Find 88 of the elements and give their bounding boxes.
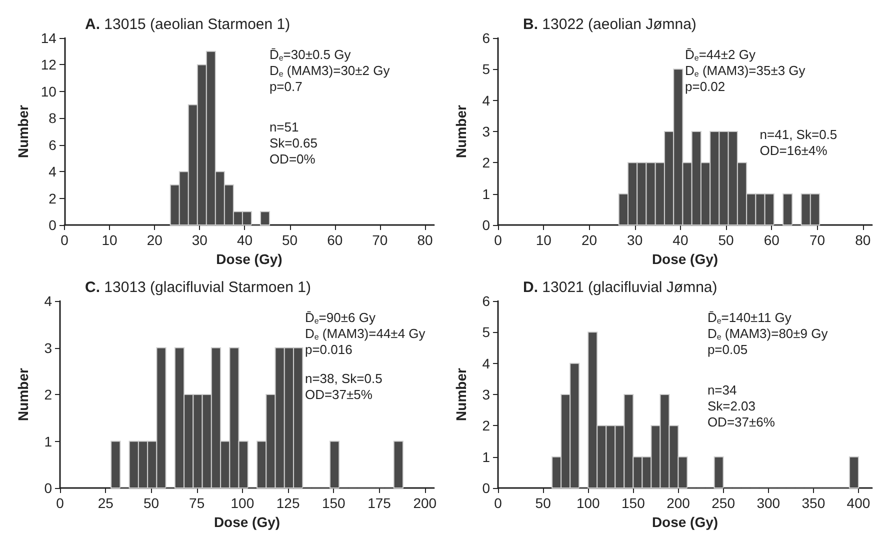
y-tick-label: 8 <box>48 110 57 126</box>
x-axis-title: Dose (Gy) <box>216 250 282 267</box>
y-tick-label: 12 <box>40 56 57 73</box>
x-tick-label: 40 <box>672 232 688 248</box>
y-tick-label: 0 <box>48 217 57 233</box>
y-tick-label: 2 <box>482 154 490 171</box>
x-tick-label: 20 <box>581 232 598 248</box>
annotation: OD=0% <box>269 151 316 166</box>
x-tick-label: 150 <box>322 495 346 511</box>
x-tick-label: 250 <box>712 495 736 511</box>
y-tick-label: 0 <box>482 480 490 496</box>
x-tick-label: 350 <box>802 495 826 511</box>
x-tick-label: 200 <box>413 495 437 511</box>
annotation: OD=37±5% <box>304 387 373 402</box>
x-axis-title: Dose (Gy) <box>652 514 718 530</box>
chart-title: B. 13022 (aeolian Jømna) <box>523 16 696 33</box>
annotation: Sk=0.65 <box>269 135 318 150</box>
y-tick-label: 14 <box>40 30 57 46</box>
y-tick-label: 3 <box>44 340 52 356</box>
y-tick-label: 0 <box>482 217 490 233</box>
chart-title: C. 13013 (glacifluvial Starmoen 1) <box>85 279 311 296</box>
annotation: n=34 <box>707 382 737 398</box>
x-tick-label: 60 <box>327 232 343 248</box>
x-tick-label: 0 <box>494 232 502 248</box>
x-tick-label: 100 <box>230 495 254 511</box>
y-tick-label: 4 <box>482 92 490 108</box>
x-axis-title: Dose (Gy) <box>214 514 280 530</box>
y-tick-label: 3 <box>482 124 490 140</box>
y-tick-label: 4 <box>482 355 490 372</box>
y-tick-label: 5 <box>482 61 490 78</box>
x-tick-label: 75 <box>189 495 205 511</box>
annotation: OD=37±6% <box>707 414 776 430</box>
y-tick-label: 2 <box>44 386 52 402</box>
x-tick-label: 80 <box>855 232 871 248</box>
y-tick-label: 6 <box>48 136 57 153</box>
chart-title: A. 13015 (aeolian Starmoen 1) <box>85 16 290 33</box>
x-tick-label: 0 <box>60 232 69 248</box>
y-tick-label: 10 <box>40 83 57 100</box>
x-tick-label: 0 <box>494 495 502 511</box>
x-tick-label: 10 <box>102 232 118 248</box>
x-tick-label: 300 <box>756 495 780 511</box>
y-tick-label: 4 <box>48 164 57 180</box>
x-tick-label: 50 <box>143 495 160 511</box>
y-tick-label: 3 <box>482 386 490 402</box>
x-tick-label: 100 <box>576 495 600 511</box>
x-tick-label: 20 <box>146 232 163 248</box>
x-tick-label: 125 <box>276 495 300 511</box>
x-tick-label: 175 <box>368 495 392 511</box>
x-tick-label: 70 <box>809 232 826 248</box>
y-tick-label: 6 <box>482 30 490 46</box>
y-axis-title: Number <box>15 368 31 421</box>
y-tick-label: 4 <box>44 293 52 309</box>
x-tick-label: 70 <box>372 232 388 248</box>
annotation: p=0.05 <box>707 342 748 357</box>
annotation: p=0.02 <box>685 79 726 94</box>
annotation: n=38, Sk=0.5 <box>304 371 382 386</box>
y-tick-label: 2 <box>482 418 490 434</box>
x-tick-label: 400 <box>846 495 870 511</box>
x-tick-label: 200 <box>666 495 690 511</box>
annotation: p=0.7 <box>269 79 302 94</box>
x-tick-label: 60 <box>764 232 780 248</box>
annotation: n=51 <box>269 119 299 134</box>
x-tick-label: 150 <box>622 495 646 511</box>
y-tick-label: 1 <box>482 448 490 465</box>
y-tick-label: 1 <box>44 433 52 450</box>
x-tick-label: 10 <box>536 232 552 248</box>
annotation: n=41, Sk=0.5 <box>760 126 838 142</box>
y-tick-label: 0 <box>44 480 52 496</box>
chart-title: D. 13021 (glacifluvial Jømna) <box>523 279 718 296</box>
y-tick-label: 6 <box>482 293 490 309</box>
y-axis-title: Number <box>453 368 469 421</box>
x-tick-label: 30 <box>627 232 643 248</box>
x-tick-label: 30 <box>192 232 208 248</box>
x-axis-title: Dose (Gy) <box>652 250 718 267</box>
x-tick-label: 50 <box>535 495 552 511</box>
annotation: OD=16±4% <box>760 142 828 158</box>
annotation: Sk=2.03 <box>707 398 756 414</box>
y-tick-label: 1 <box>482 186 490 202</box>
x-tick-label: 50 <box>282 232 298 248</box>
x-tick-label: 25 <box>98 495 114 511</box>
y-axis-title: Number <box>15 104 31 158</box>
annotation: p=0.016 <box>304 342 352 357</box>
y-tick-label: 5 <box>482 324 490 340</box>
x-tick-label: 80 <box>417 232 433 248</box>
y-tick-label: 2 <box>48 190 57 206</box>
y-axis-title: Number <box>453 104 469 158</box>
x-tick-label: 50 <box>718 232 734 248</box>
x-tick-label: 40 <box>236 232 253 248</box>
